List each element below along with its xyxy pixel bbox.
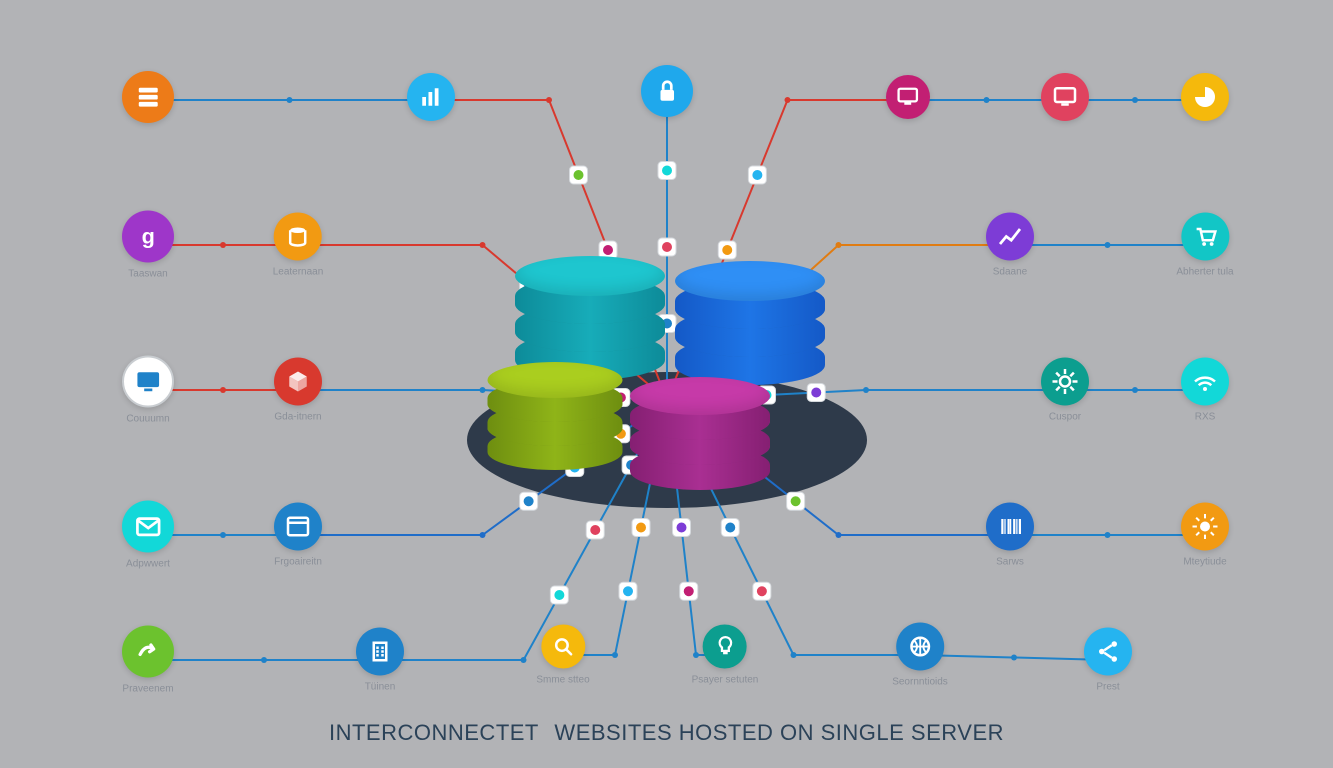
db-back-right: [675, 281, 825, 385]
infographic-canvas: gTaaswanLeaternaanSdaaneAbherter tulaCou…: [0, 0, 1333, 768]
db-front-right: [630, 396, 770, 490]
db-front-left: [488, 380, 623, 470]
diagram-title: INTERCONNECTET WEBSITES HOSTED ON SINGLE…: [0, 720, 1333, 746]
